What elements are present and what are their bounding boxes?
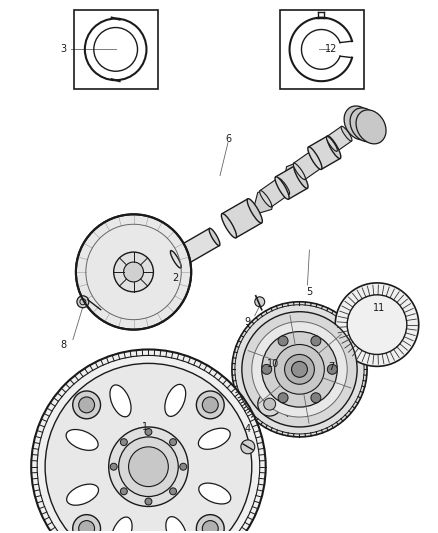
Circle shape xyxy=(79,521,95,533)
Polygon shape xyxy=(283,159,307,189)
Circle shape xyxy=(145,498,152,505)
Ellipse shape xyxy=(221,214,237,238)
Ellipse shape xyxy=(111,517,132,533)
Ellipse shape xyxy=(344,106,374,140)
Circle shape xyxy=(241,440,255,454)
Ellipse shape xyxy=(327,136,341,158)
Polygon shape xyxy=(252,185,278,215)
Ellipse shape xyxy=(260,190,272,207)
Circle shape xyxy=(31,350,266,533)
Circle shape xyxy=(119,437,178,497)
Text: 10: 10 xyxy=(267,359,279,369)
Polygon shape xyxy=(314,133,339,160)
Text: 5: 5 xyxy=(306,287,313,297)
Polygon shape xyxy=(308,136,340,169)
Circle shape xyxy=(110,463,117,470)
Circle shape xyxy=(202,397,218,413)
Ellipse shape xyxy=(341,126,352,141)
Ellipse shape xyxy=(326,136,337,151)
Ellipse shape xyxy=(247,199,262,223)
Circle shape xyxy=(262,332,337,407)
Text: 2: 2 xyxy=(172,273,178,283)
Text: 11: 11 xyxy=(373,303,385,313)
Ellipse shape xyxy=(199,483,231,504)
Polygon shape xyxy=(222,199,262,238)
Ellipse shape xyxy=(198,428,230,449)
Circle shape xyxy=(124,262,144,282)
Ellipse shape xyxy=(356,110,386,144)
Circle shape xyxy=(170,439,177,446)
Ellipse shape xyxy=(293,163,305,180)
Text: 12: 12 xyxy=(325,44,337,54)
Circle shape xyxy=(292,361,307,377)
Ellipse shape xyxy=(110,385,131,417)
Bar xyxy=(74,10,159,89)
Circle shape xyxy=(73,391,101,419)
Polygon shape xyxy=(276,166,307,199)
Circle shape xyxy=(278,393,288,403)
Circle shape xyxy=(120,488,127,495)
Polygon shape xyxy=(327,126,352,151)
Ellipse shape xyxy=(67,484,99,505)
Circle shape xyxy=(120,439,127,446)
Circle shape xyxy=(79,397,95,413)
Circle shape xyxy=(335,283,419,366)
Polygon shape xyxy=(293,152,321,180)
Ellipse shape xyxy=(278,178,290,195)
Circle shape xyxy=(242,312,357,427)
Circle shape xyxy=(196,515,224,533)
Circle shape xyxy=(180,463,187,470)
Ellipse shape xyxy=(350,108,380,142)
Circle shape xyxy=(73,515,101,533)
Text: 4: 4 xyxy=(245,424,251,434)
Circle shape xyxy=(278,336,288,346)
Ellipse shape xyxy=(294,166,308,188)
Circle shape xyxy=(252,321,347,417)
Circle shape xyxy=(262,365,272,374)
Circle shape xyxy=(311,393,321,403)
Circle shape xyxy=(311,336,321,346)
Polygon shape xyxy=(260,178,289,207)
Polygon shape xyxy=(171,228,219,268)
Circle shape xyxy=(202,521,218,533)
Circle shape xyxy=(76,214,191,329)
Circle shape xyxy=(45,364,252,533)
Circle shape xyxy=(327,365,337,374)
Circle shape xyxy=(264,398,276,410)
Ellipse shape xyxy=(209,228,220,246)
Circle shape xyxy=(109,427,188,506)
Circle shape xyxy=(145,429,152,435)
Circle shape xyxy=(77,296,89,308)
Text: 9: 9 xyxy=(245,317,251,327)
Ellipse shape xyxy=(165,384,186,416)
Ellipse shape xyxy=(170,251,181,268)
Text: 1: 1 xyxy=(142,422,148,432)
Circle shape xyxy=(196,391,224,419)
Ellipse shape xyxy=(310,152,321,168)
Ellipse shape xyxy=(66,430,98,450)
Circle shape xyxy=(114,252,153,292)
Text: 7: 7 xyxy=(328,362,334,373)
Circle shape xyxy=(255,297,265,307)
Ellipse shape xyxy=(166,516,187,533)
Bar xyxy=(279,10,364,89)
Ellipse shape xyxy=(275,177,289,199)
Text: 8: 8 xyxy=(60,341,66,351)
Circle shape xyxy=(232,302,367,437)
Ellipse shape xyxy=(308,147,322,169)
Text: 6: 6 xyxy=(225,134,231,144)
Circle shape xyxy=(258,392,282,416)
Text: 3: 3 xyxy=(60,44,66,54)
Circle shape xyxy=(285,354,314,384)
Circle shape xyxy=(170,488,177,495)
Circle shape xyxy=(275,344,324,394)
Circle shape xyxy=(129,447,168,487)
